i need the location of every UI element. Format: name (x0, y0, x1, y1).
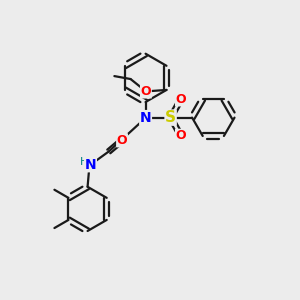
Text: N: N (140, 111, 152, 124)
Text: O: O (117, 134, 127, 147)
Text: H: H (80, 157, 88, 167)
Text: O: O (176, 93, 186, 106)
Text: N: N (85, 158, 96, 172)
Text: S: S (165, 110, 176, 125)
Text: O: O (176, 129, 186, 142)
Text: O: O (141, 85, 151, 98)
